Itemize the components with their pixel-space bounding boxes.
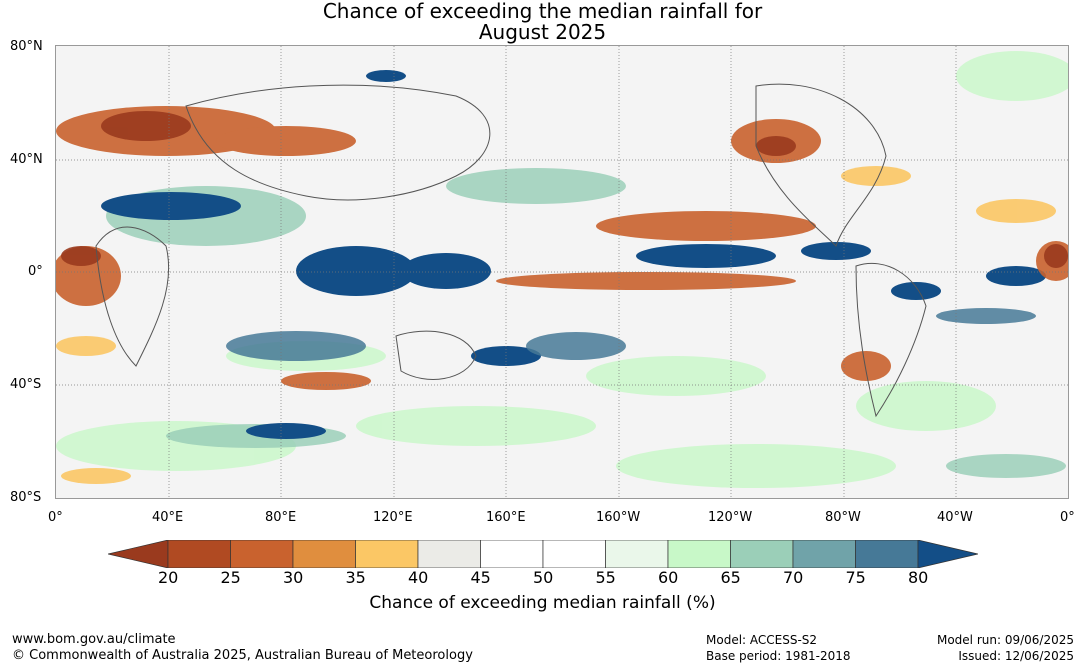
colorbar-extend-low xyxy=(108,540,169,568)
footer-model-run: Model run: 09/06/2025 xyxy=(936,633,1074,647)
colorbar-box xyxy=(417,540,481,568)
colorbar-tick-label: 30 xyxy=(283,568,304,587)
colorbar-tick-label: 70 xyxy=(783,568,804,587)
lat-label-80n: 80°N xyxy=(10,39,43,54)
lon-label-160e: 160°E xyxy=(486,510,526,525)
colorbar-extend-high xyxy=(917,540,978,568)
map-canvas xyxy=(56,46,1068,498)
lon-label-40w: 40°W xyxy=(937,510,973,525)
lon-label-80e: 80°E xyxy=(265,510,297,525)
colorbar-tick-label: 50 xyxy=(533,568,554,587)
lon-label-120e: 120°E xyxy=(373,510,413,525)
lat-label-0: 0° xyxy=(28,264,43,279)
footer-website: www.bom.gov.au/climate xyxy=(12,632,176,647)
colorbar-box xyxy=(292,540,356,568)
colorbar-box xyxy=(355,540,419,568)
colorbar-box xyxy=(480,540,544,568)
colorbar-box xyxy=(730,540,794,568)
lon-label-80w: 80°W xyxy=(825,510,861,525)
lat-label-40s: 40°S xyxy=(10,377,42,392)
colorbar-label: Chance of exceeding median rainfall (%) xyxy=(369,593,716,613)
lat-label-40n: 40°N xyxy=(10,152,43,167)
colorbar-box xyxy=(542,540,606,568)
colorbar-box xyxy=(167,540,231,568)
lon-label-160w: 160°W xyxy=(596,510,641,525)
colorbar-tick-label: 65 xyxy=(720,568,741,587)
footer-base-period: Base period: 1981-2018 xyxy=(706,649,851,663)
footer-issued: Issued: 12/06/2025 xyxy=(958,649,1074,663)
colorbar-box xyxy=(855,540,919,568)
colorbar-box xyxy=(230,540,294,568)
footer-model: Model: ACCESS-S2 xyxy=(706,633,818,647)
colorbar-tick-label: 60 xyxy=(658,568,679,587)
footer-copyright: © Commonwealth of Australia 2025, Austra… xyxy=(12,648,473,663)
lon-label-120w: 120°W xyxy=(708,510,753,525)
colorbar-tick-label: 75 xyxy=(845,568,866,587)
colorbar-box xyxy=(605,540,669,568)
colorbar xyxy=(108,540,978,568)
colorbar-box xyxy=(667,540,731,568)
lon-label-0: 0° xyxy=(48,510,63,525)
lon-label-40e: 40°E xyxy=(152,510,184,525)
rainfall-probability-map xyxy=(55,45,1069,499)
colorbar-tick-label: 55 xyxy=(595,568,616,587)
colorbar-tick-label: 40 xyxy=(408,568,429,587)
lon-label-0-right: 0° xyxy=(1060,510,1075,525)
lat-label-80s: 80°S xyxy=(10,490,42,505)
map-title-line2: August 2025 xyxy=(478,20,607,44)
map-title-line1: Chance of exceeding the median rainfall … xyxy=(322,0,763,23)
colorbar-tick-label: 35 xyxy=(345,568,366,587)
colorbar-tick-label: 45 xyxy=(470,568,491,587)
colorbar-box xyxy=(792,540,856,568)
colorbar-tick-label: 20 xyxy=(158,568,179,587)
colorbar-tick-label: 80 xyxy=(908,568,929,587)
colorbar-tick-label: 25 xyxy=(220,568,241,587)
